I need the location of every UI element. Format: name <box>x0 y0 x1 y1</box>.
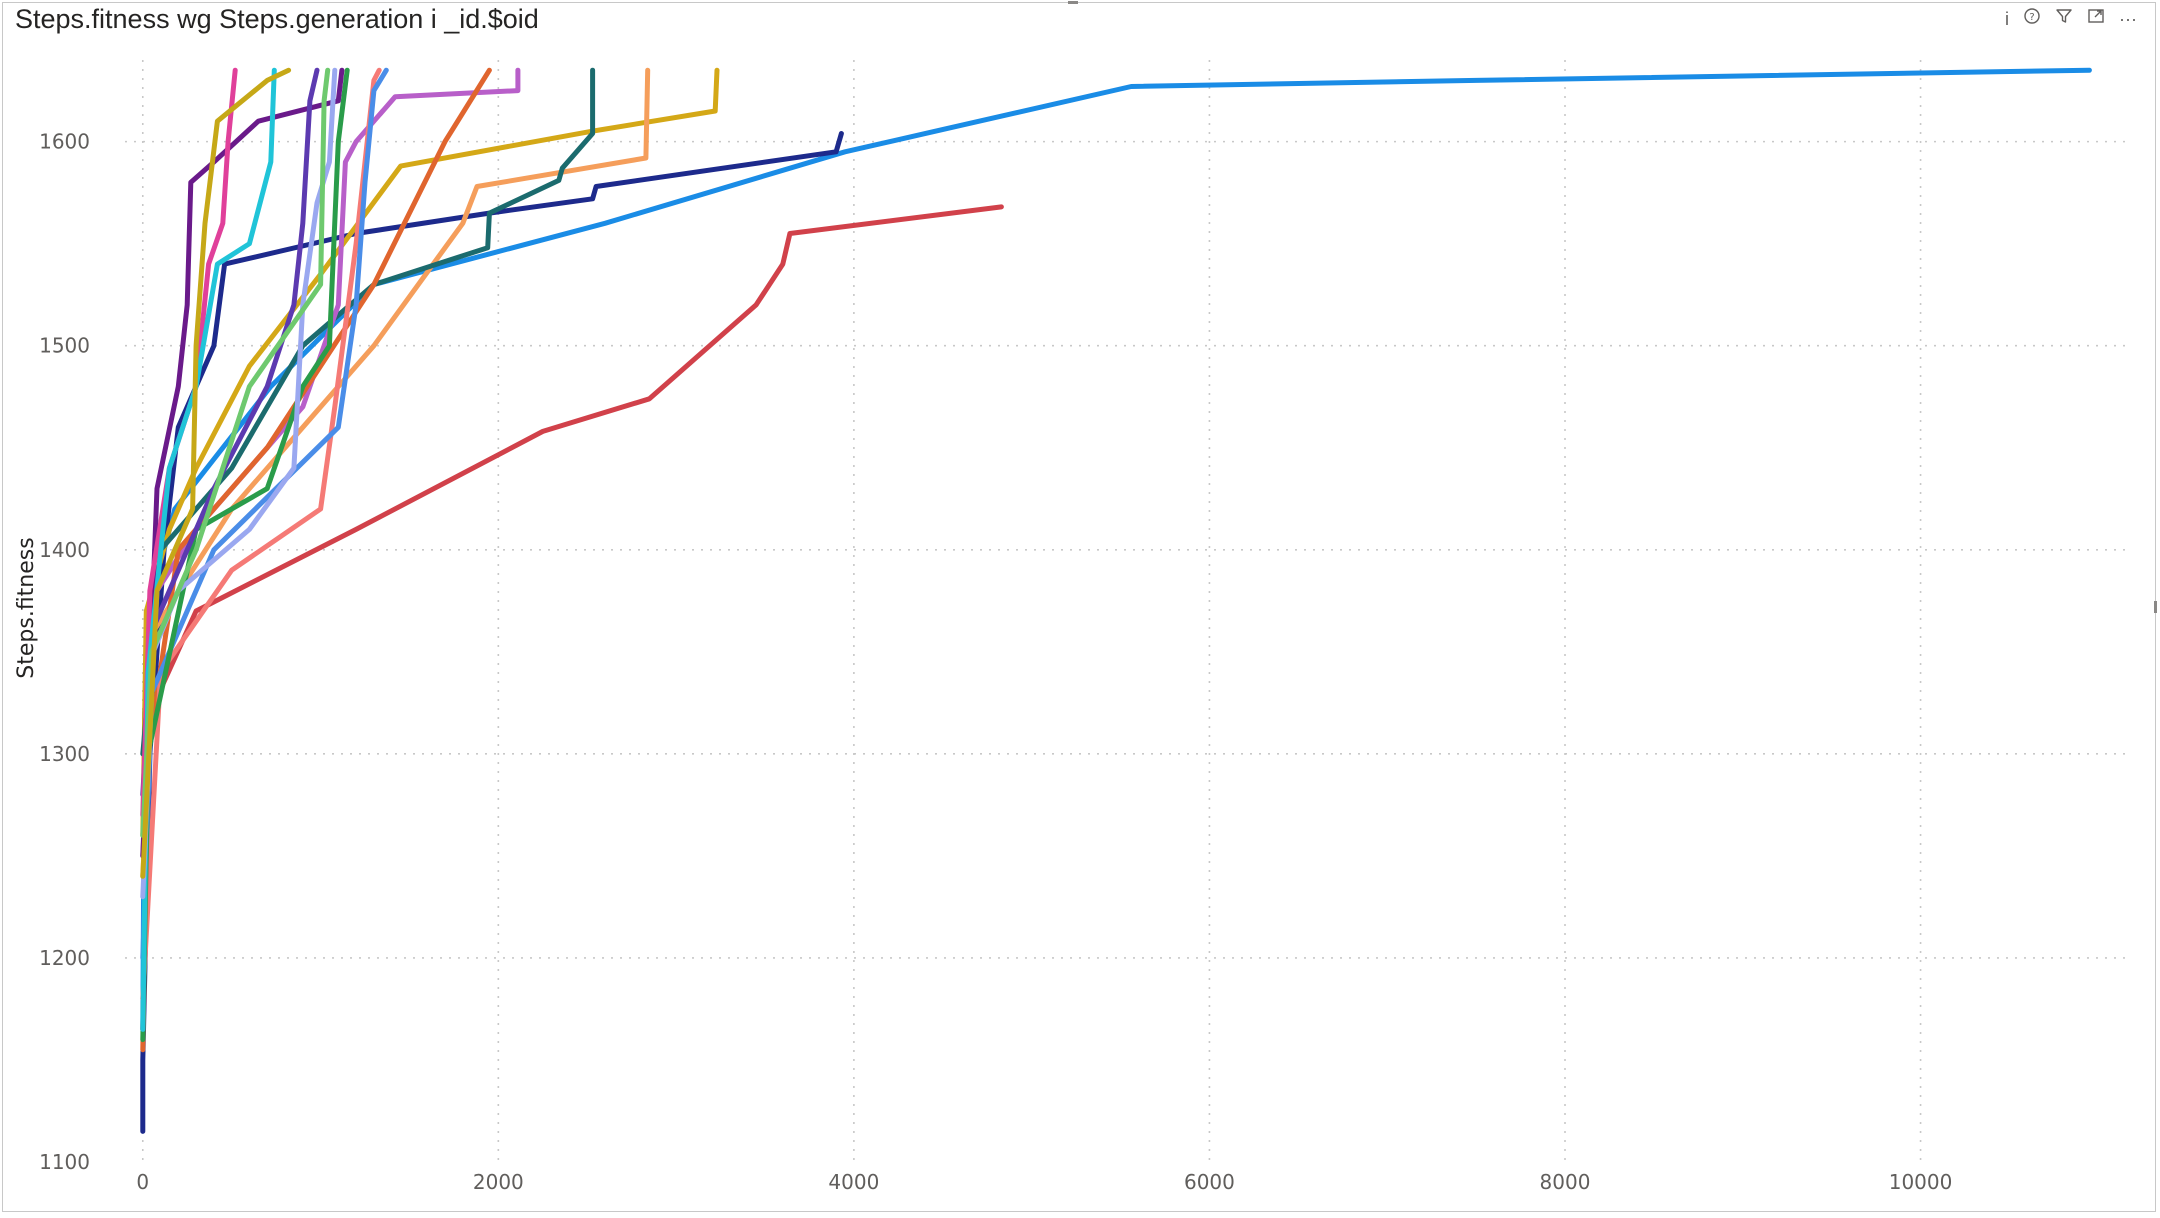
info-icon[interactable]: i <box>2005 8 2010 29</box>
y-tick-label: 1200 <box>39 946 90 970</box>
y-tick-label: 1300 <box>39 742 90 766</box>
series-line[interactable] <box>140 67 277 1032</box>
y-tick-label: 1400 <box>39 538 90 562</box>
series-line[interactable] <box>140 131 844 1134</box>
visual-header-icons: i ? ··· <box>2005 7 2137 30</box>
resize-handle-right[interactable] <box>2154 601 2157 613</box>
svg-text:?: ? <box>2029 12 2034 23</box>
help-icon[interactable]: ? <box>2023 7 2041 30</box>
series-line[interactable] <box>140 67 350 1043</box>
x-tick-label: 2000 <box>473 1170 524 1194</box>
chart-title: Steps.fitness wg Steps.generation i _id.… <box>15 4 539 34</box>
y-tick-label: 1500 <box>39 334 90 358</box>
series-line[interactable] <box>140 67 238 818</box>
series-lines <box>140 67 2092 1134</box>
x-tick-label: 4000 <box>828 1170 879 1194</box>
axis-ticks: 1100 1200 1300 1400 1500 1600 0 2000 4000 6000 800… <box>39 130 1952 1194</box>
y-axis-title: Steps.fitness <box>14 537 39 678</box>
focus-mode-icon[interactable] <box>2087 7 2105 30</box>
series-line[interactable] <box>140 67 292 879</box>
y-tick-label: 1600 <box>39 130 90 154</box>
filter-icon[interactable] <box>2055 7 2073 30</box>
x-tick-label: 0 <box>136 1170 149 1194</box>
series-line[interactable] <box>140 67 596 757</box>
series-line[interactable] <box>140 67 389 961</box>
x-tick-label: 10000 <box>1889 1170 1953 1194</box>
y-tick-label: 1100 <box>39 1150 90 1174</box>
series-line[interactable] <box>140 204 1004 1032</box>
more-options-icon[interactable]: ··· <box>2119 8 2137 29</box>
x-tick-label: 8000 <box>1540 1170 1591 1194</box>
resize-handle-top[interactable] <box>1068 1 1078 4</box>
x-tick-label: 6000 <box>1184 1170 1235 1194</box>
